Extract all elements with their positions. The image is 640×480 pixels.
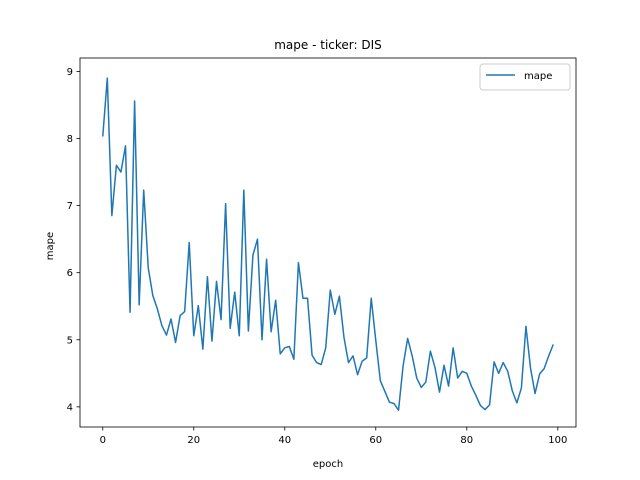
x-tick-label: 20: [187, 435, 200, 446]
x-tick-label: 80: [460, 435, 473, 446]
x-tick-label: 40: [278, 435, 291, 446]
y-tick-label: 5: [67, 335, 73, 346]
y-tick-label: 4: [67, 402, 73, 413]
x-tick-label: 0: [100, 435, 106, 446]
y-tick-label: 6: [67, 268, 73, 279]
x-tick-label: 100: [548, 435, 567, 446]
y-tick-label: 7: [67, 201, 73, 212]
plot-area: 0 20 40 60 80 100 4 5 6 7 8 9: [67, 57, 577, 446]
series-line-mape: [102, 77, 554, 411]
y-tick-label: 9: [67, 67, 73, 78]
x-tick-label: 60: [369, 435, 382, 446]
legend: mape: [479, 63, 571, 91]
legend-frame: [479, 63, 571, 91]
legend-label-mape: mape: [524, 71, 552, 82]
x-axis-label: epoch: [313, 459, 343, 470]
y-axis-label: mape: [45, 232, 56, 260]
y-tick-label: 8: [67, 134, 73, 145]
chart-title: mape - ticker: DIS: [274, 38, 382, 52]
axes-frame: [79, 57, 577, 428]
